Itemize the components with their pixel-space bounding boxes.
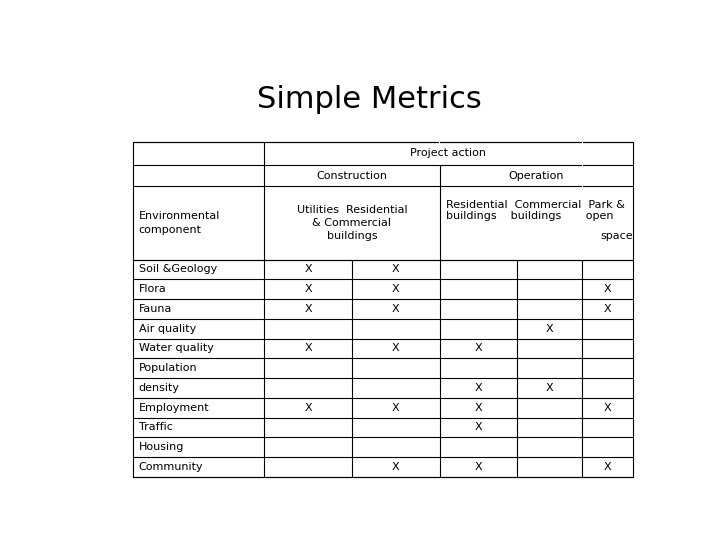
Text: X: X	[392, 403, 400, 413]
Text: Operation: Operation	[508, 171, 564, 181]
Bar	[439, 142, 440, 165]
Text: X: X	[474, 422, 482, 433]
Text: X: X	[546, 383, 554, 393]
Text: X: X	[603, 403, 611, 413]
Text: Utilities  Residential
& Commercial
buildings: Utilities Residential & Commercial build…	[297, 205, 408, 241]
Text: Project action: Project action	[410, 148, 487, 158]
Text: X: X	[603, 462, 611, 472]
Text: Community: Community	[139, 462, 204, 472]
Bar	[132, 142, 632, 477]
Text: Flora: Flora	[139, 284, 166, 294]
Text: X: X	[474, 403, 482, 413]
Text: X: X	[474, 383, 482, 393]
Text: X: X	[392, 284, 400, 294]
Text: Environmental
component: Environmental component	[139, 212, 220, 235]
Bar	[351, 142, 352, 165]
Text: X: X	[392, 462, 400, 472]
Text: Employment: Employment	[139, 403, 210, 413]
Text: X: X	[305, 304, 312, 314]
Text: X: X	[392, 343, 400, 354]
Text: X: X	[474, 462, 482, 472]
Bar	[351, 186, 352, 260]
Bar	[517, 165, 518, 186]
Text: X: X	[305, 343, 312, 354]
Text: density: density	[139, 383, 180, 393]
Text: Air quality: Air quality	[139, 323, 196, 334]
Text: buildings    buildings       open: buildings buildings open	[446, 211, 613, 221]
Text: X: X	[546, 323, 554, 334]
Text: X: X	[392, 304, 400, 314]
Text: space: space	[600, 231, 634, 241]
Text: Simple Metrics: Simple Metrics	[256, 85, 482, 114]
Text: Fauna: Fauna	[139, 304, 172, 314]
Text: Soil &Geology: Soil &Geology	[139, 265, 217, 274]
Text: Population: Population	[139, 363, 197, 373]
Bar	[351, 165, 352, 186]
Text: Traffic: Traffic	[139, 422, 173, 433]
Text: Housing: Housing	[139, 442, 184, 452]
Text: X: X	[392, 265, 400, 274]
Text: X: X	[603, 284, 611, 294]
Text: Residential  Commercial  Park &: Residential Commercial Park &	[446, 200, 625, 210]
Text: X: X	[305, 265, 312, 274]
Text: X: X	[603, 304, 611, 314]
Text: Construction: Construction	[317, 171, 387, 181]
Text: X: X	[305, 403, 312, 413]
Bar	[517, 186, 518, 260]
Bar	[517, 142, 518, 165]
Text: X: X	[305, 284, 312, 294]
Text: Water quality: Water quality	[139, 343, 214, 354]
Text: X: X	[474, 343, 482, 354]
